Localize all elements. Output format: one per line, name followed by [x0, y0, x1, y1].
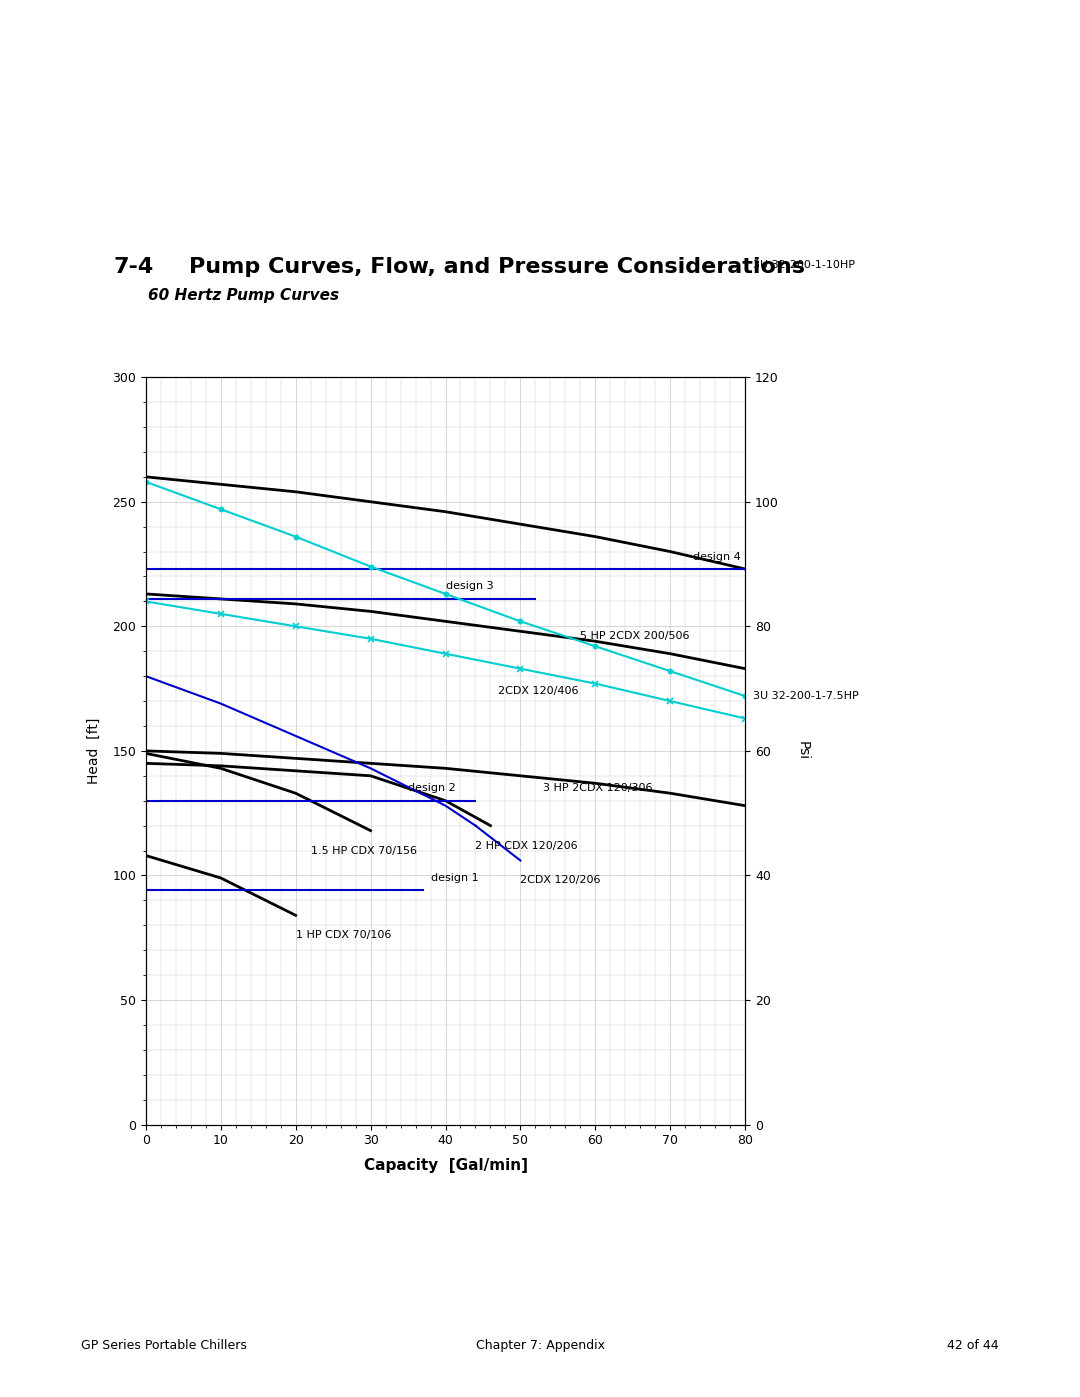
Text: 7-4: 7-4 [113, 257, 153, 277]
Text: design 3: design 3 [446, 581, 494, 591]
Text: design 2: design 2 [408, 784, 456, 793]
Text: 2 HP CDX 120/206: 2 HP CDX 120/206 [475, 841, 578, 851]
Text: 5 HP 2CDX 200/506: 5 HP 2CDX 200/506 [580, 631, 690, 641]
Text: 1.5 HP CDX 70/156: 1.5 HP CDX 70/156 [311, 845, 417, 855]
Text: 42 of 44: 42 of 44 [947, 1340, 999, 1352]
Text: 2CDX 120/406: 2CDX 120/406 [498, 686, 579, 696]
Text: 3U 32-200-1-10HP: 3U 32-200-1-10HP [753, 260, 854, 270]
Text: Chapter 7: Appendix: Chapter 7: Appendix [475, 1340, 605, 1352]
Text: design 1: design 1 [431, 873, 478, 883]
Y-axis label: Head  [ft]: Head [ft] [87, 718, 102, 784]
Text: 3 HP 2CDX 120/306: 3 HP 2CDX 120/306 [543, 784, 652, 793]
Text: 2CDX 120/206: 2CDX 120/206 [521, 876, 600, 886]
Y-axis label: Psi: Psi [796, 742, 810, 760]
Text: 60 Hertz Pump Curves: 60 Hertz Pump Curves [148, 288, 339, 303]
Text: Pump Curves, Flow, and Pressure Considerations: Pump Curves, Flow, and Pressure Consider… [189, 257, 805, 277]
Text: GP Series Portable Chillers: GP Series Portable Chillers [81, 1340, 247, 1352]
Text: design 4: design 4 [692, 552, 741, 562]
X-axis label: Capacity  [Gal/min]: Capacity [Gal/min] [364, 1158, 527, 1173]
Text: 3U 32-200-1-7.5HP: 3U 32-200-1-7.5HP [753, 692, 859, 701]
Text: 1 HP CDX 70/106: 1 HP CDX 70/106 [296, 930, 391, 940]
